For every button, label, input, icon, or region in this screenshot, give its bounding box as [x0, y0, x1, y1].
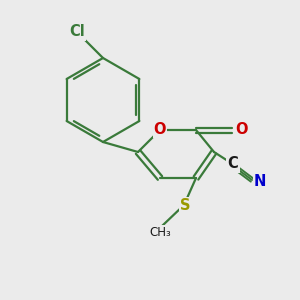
Text: CH₃: CH₃ — [149, 226, 171, 238]
Text: O: O — [154, 122, 166, 136]
Text: O: O — [235, 122, 247, 137]
Text: Cl: Cl — [69, 25, 85, 40]
Text: N: N — [254, 173, 266, 188]
Text: S: S — [180, 199, 190, 214]
Text: C: C — [228, 157, 238, 172]
